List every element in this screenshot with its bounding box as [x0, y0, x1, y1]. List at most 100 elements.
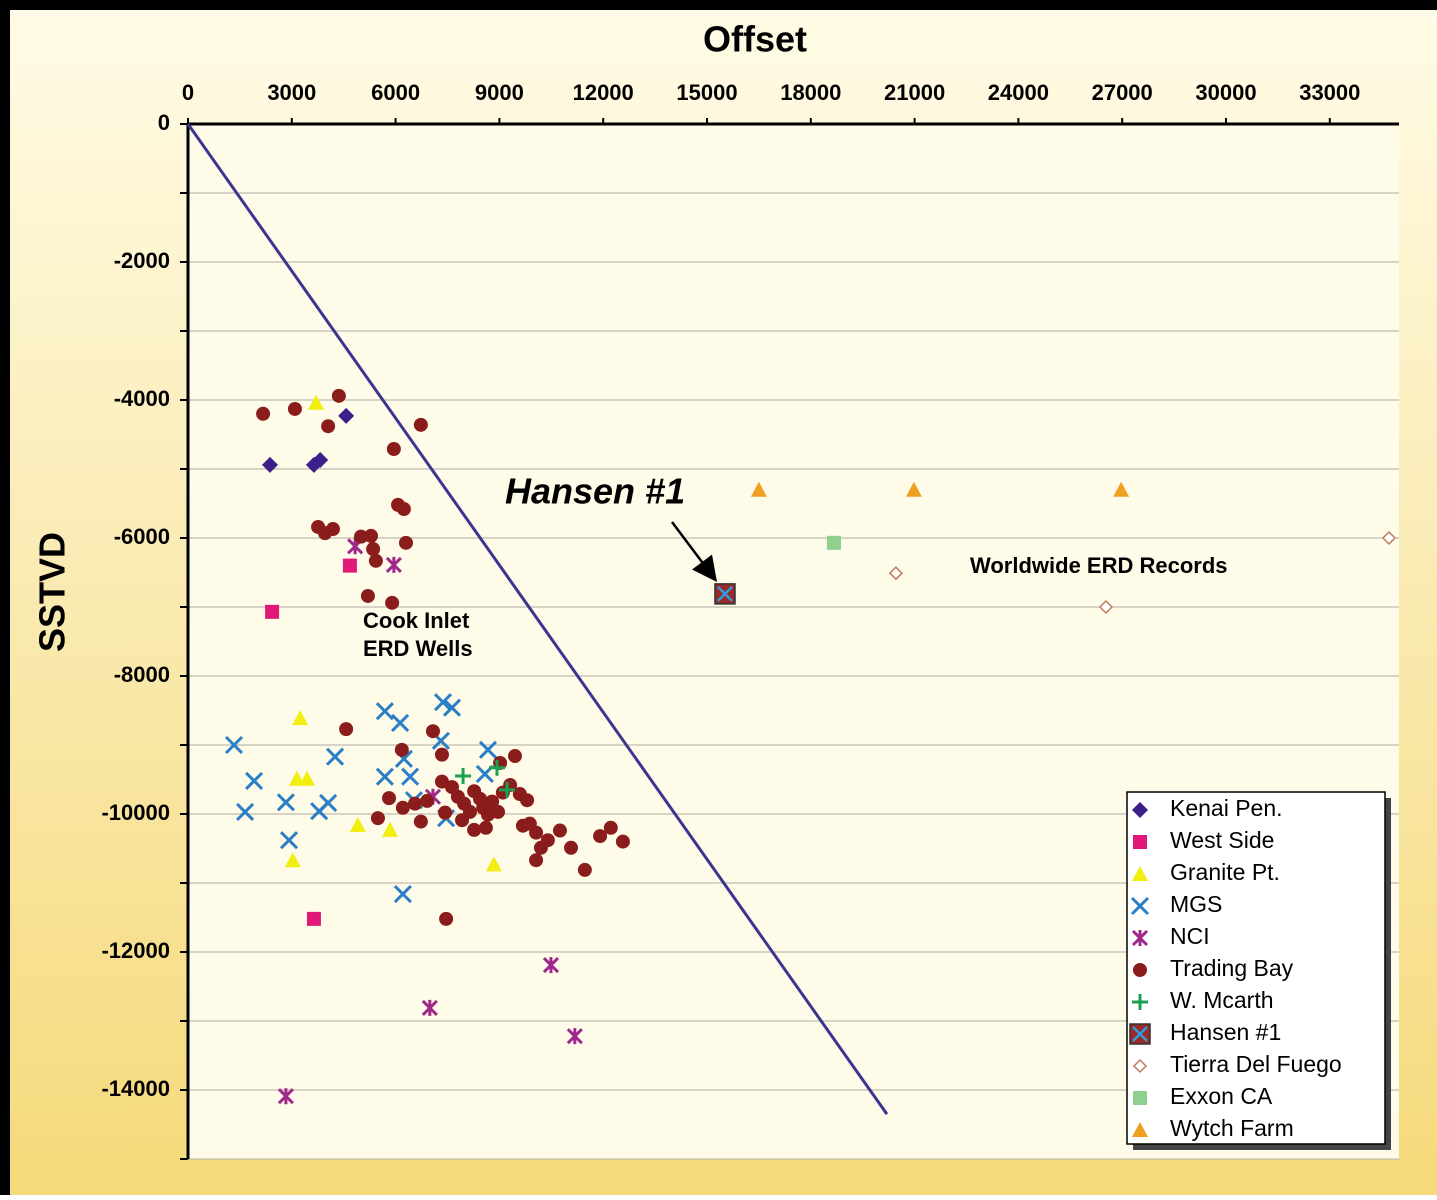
marker-shape — [750, 481, 767, 497]
marker-shape — [1132, 1026, 1148, 1042]
legend-label: Exxon CA — [1170, 1083, 1273, 1109]
marker-shape — [319, 793, 338, 813]
y-tick-label: -2000 — [114, 248, 170, 273]
marker — [434, 747, 449, 762]
marker — [1132, 1058, 1148, 1074]
marker — [401, 767, 420, 786]
marker-shape — [1132, 994, 1148, 1010]
annotation: Worldwide ERD Records — [970, 553, 1228, 578]
marker — [491, 804, 506, 819]
marker-shape — [299, 770, 316, 786]
marker-shape — [413, 814, 428, 829]
legend — [1126, 791, 1386, 1145]
marker-shape — [338, 407, 355, 424]
marker-shape — [342, 558, 357, 573]
marker — [394, 742, 409, 757]
marker-shape — [439, 911, 454, 926]
marker — [396, 502, 411, 517]
y-tick-label: 0 — [158, 110, 170, 135]
marker — [366, 542, 381, 557]
x-tick-label: 30000 — [1195, 80, 1256, 105]
marker-shape — [284, 852, 301, 868]
x-tick-label: 9000 — [475, 80, 524, 105]
x-tick-label: 21000 — [884, 80, 945, 105]
marker — [385, 556, 402, 573]
marker-shape — [542, 957, 560, 974]
marker — [382, 821, 399, 837]
marker — [1132, 994, 1148, 1010]
marker-shape — [395, 800, 410, 815]
marker — [306, 911, 321, 926]
marker — [1132, 802, 1148, 818]
marker-shape — [499, 781, 516, 798]
marker-shape — [529, 853, 544, 868]
marker — [439, 911, 454, 926]
legend-label: Wytch Farm — [1170, 1115, 1294, 1141]
marker-shape — [826, 535, 841, 550]
marker — [529, 825, 544, 840]
x-axis-title: Offset — [703, 19, 807, 60]
marker-shape — [507, 749, 522, 764]
legend-label: Kenai Pen. — [1170, 795, 1283, 821]
y-tick-label: -8000 — [114, 662, 170, 687]
marker — [325, 747, 345, 766]
marker-shape — [478, 740, 498, 759]
marker-shape — [552, 823, 567, 838]
marker — [339, 722, 354, 737]
marker-shape — [717, 586, 733, 602]
annotation: Hansen #1 — [505, 471, 685, 512]
marker — [360, 588, 375, 603]
marker-shape — [488, 759, 505, 776]
marker — [236, 802, 255, 821]
marker-shape — [438, 805, 453, 820]
marker-shape — [485, 794, 500, 809]
marker — [1131, 929, 1149, 947]
marker — [262, 456, 279, 473]
marker — [1129, 1023, 1151, 1045]
marker — [386, 441, 401, 456]
marker-shape — [577, 862, 592, 877]
marker-shape — [425, 724, 440, 739]
marker — [375, 702, 394, 721]
marker-shape — [1098, 599, 1114, 615]
x-tick-label: 12000 — [573, 80, 634, 105]
legend-label: Trading Bay — [1170, 955, 1294, 981]
marker — [529, 853, 544, 868]
marker-shape — [386, 441, 401, 456]
marker — [485, 856, 502, 872]
marker — [455, 768, 472, 785]
marker — [385, 595, 400, 610]
marker-shape — [385, 556, 402, 573]
marker-shape — [394, 742, 409, 757]
y-tick-label: -10000 — [101, 800, 170, 825]
marker-shape — [382, 791, 397, 806]
marker-shape — [564, 840, 579, 855]
y-axis-title: SSTVD — [32, 532, 73, 652]
marker — [552, 823, 567, 838]
marker — [499, 781, 516, 798]
marker-shape — [382, 821, 399, 837]
marker — [438, 805, 453, 820]
marker — [325, 522, 340, 537]
marker — [714, 583, 736, 605]
marker — [1098, 599, 1114, 615]
marker-shape — [354, 529, 368, 544]
marker-shape — [1132, 802, 1148, 818]
marker — [1381, 530, 1397, 546]
annotation-arrow — [671, 521, 717, 582]
marker — [750, 481, 767, 497]
marker — [279, 831, 299, 850]
marker-shape — [366, 542, 381, 557]
marker — [407, 796, 422, 811]
marker-shape — [245, 771, 264, 790]
marker-shape — [413, 417, 428, 432]
marker — [321, 419, 336, 434]
marker-shape — [529, 825, 544, 840]
marker — [370, 811, 385, 826]
x-tick-label: 18000 — [780, 80, 841, 105]
marker — [299, 770, 316, 786]
marker — [433, 693, 453, 712]
marker — [256, 406, 271, 421]
marker-shape — [905, 481, 922, 497]
marker — [1132, 866, 1148, 881]
